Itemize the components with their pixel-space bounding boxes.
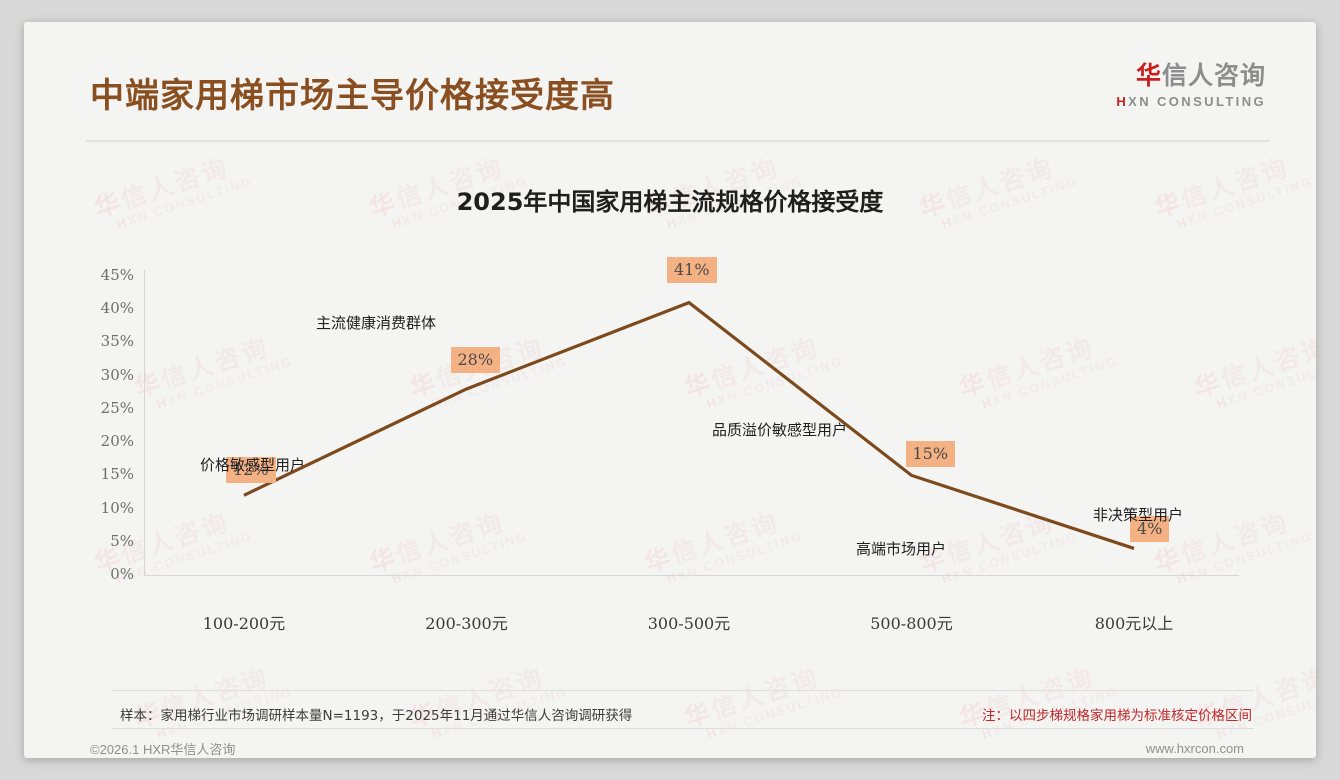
y-axis-tick-label: 0% bbox=[110, 565, 134, 583]
chart-annotation: 非决策型用户 bbox=[1093, 506, 1184, 524]
chart-title: 2025年中国家用梯主流规格价格接受度 bbox=[456, 188, 884, 216]
data-point-label: 41% bbox=[667, 256, 717, 283]
footer-divider-top bbox=[112, 690, 1254, 691]
chart-annotation: 品质溢价敏感型用户 bbox=[712, 421, 848, 439]
chart-annotation: 主流健康消费群体 bbox=[316, 314, 437, 332]
line-chart: 0% 5% 10% 15% 20% 25% 30% 35% 40% 45% 100-200元 200-… bbox=[24, 22, 1316, 758]
x-axis-tick-label: 800元以上 bbox=[1094, 614, 1174, 633]
footer-divider-bottom bbox=[112, 728, 1254, 729]
y-axis-tick-label: 5% bbox=[110, 531, 134, 550]
methodology-note: 注：以四步梯规格家用梯为标准核定价格区间 bbox=[982, 708, 1252, 724]
y-axis-tick-label: 35% bbox=[100, 332, 134, 351]
data-point-label: 15% bbox=[905, 441, 956, 468]
y-axis-tick-label: 15% bbox=[100, 465, 134, 484]
y-axis-tick-label: 40% bbox=[100, 299, 134, 318]
series-polyline bbox=[243, 300, 1135, 550]
y-axis-tick-label: 10% bbox=[100, 498, 134, 517]
y-axis-tick-label: 30% bbox=[100, 365, 134, 384]
logo-english: HXN CONSULTING bbox=[1116, 94, 1266, 109]
logo-chinese-rest: 信人咨询 bbox=[1161, 61, 1266, 90]
y-axis-tick-label: 25% bbox=[100, 398, 134, 417]
page-title: 中端家用梯市场主导价格接受度高 bbox=[90, 76, 615, 116]
logo-chinese: 华信人咨询 bbox=[1116, 61, 1266, 91]
logo-english-accent: H bbox=[1116, 93, 1129, 109]
y-axis-tick-label: 45% bbox=[100, 266, 134, 284]
logo-english-rest: XN CONSULTING bbox=[1128, 93, 1266, 109]
x-axis-tick-label: 300-500元 bbox=[647, 614, 731, 633]
company-logo: 华信人咨询 HXN CONSULTING bbox=[1116, 61, 1266, 109]
slide-header: 中端家用梯市场主导价格接受度高 华信人咨询 HXN CONSULTING bbox=[24, 22, 1316, 118]
y-axis-tick-label: 20% bbox=[100, 432, 134, 451]
x-axis-line bbox=[144, 575, 1239, 576]
chart-annotation: 价格敏感型用户 bbox=[200, 456, 306, 474]
slide: 华信人咨询 HXN CONSULTING 华信人咨询 HXN CONSULTING 华信… bbox=[24, 22, 1316, 758]
chart-annotation: 高端市场用户 bbox=[856, 540, 947, 558]
data-point-label: 4% bbox=[1130, 516, 1170, 543]
data-point-label: 28% bbox=[450, 346, 501, 373]
x-axis-tick-label: 200-300元 bbox=[425, 614, 508, 633]
sample-note: 样本：家用梯行业市场调研样本量N=1193，于2025年11月通过华信人咨询调研… bbox=[120, 708, 633, 724]
copyright-text: ©2026.1 HXR华信人咨询 bbox=[90, 742, 236, 757]
chart-line-series bbox=[243, 300, 1135, 550]
header-divider bbox=[86, 140, 1270, 142]
y-axis-line bbox=[144, 270, 145, 575]
data-point-label: 12% bbox=[226, 457, 276, 484]
website-url: www.hxrcon.com bbox=[1145, 741, 1244, 756]
logo-chinese-accent: 华 bbox=[1135, 61, 1162, 90]
x-axis-tick-label: 100-200元 bbox=[202, 614, 286, 633]
x-axis-tick-label: 500-800元 bbox=[870, 614, 953, 633]
